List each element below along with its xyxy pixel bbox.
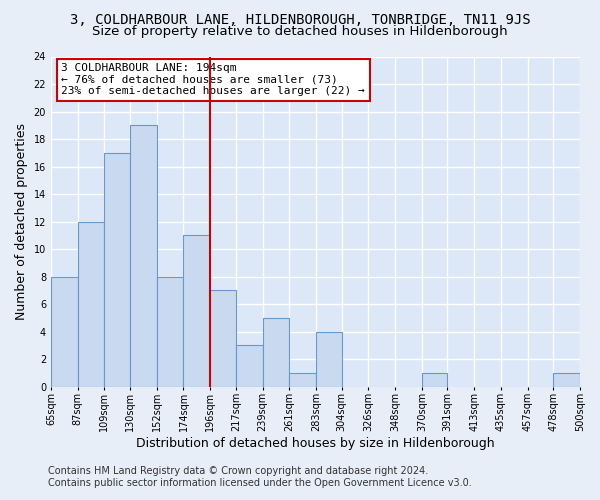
Text: 3 COLDHARBOUR LANE: 194sqm
← 76% of detached houses are smaller (73)
23% of semi: 3 COLDHARBOUR LANE: 194sqm ← 76% of deta… (61, 63, 365, 96)
Bar (263, 318, 289, 386)
Bar (51, 276, 77, 386)
Bar (236, 346, 263, 387)
Text: Contains HM Land Registry data © Crown copyright and database right 2024.
Contai: Contains HM Land Registry data © Crown c… (48, 466, 472, 487)
Bar (422, 373, 448, 386)
Bar (157, 276, 184, 386)
Bar (210, 290, 236, 386)
Bar (289, 373, 316, 386)
Bar (316, 332, 341, 386)
Text: Size of property relative to detached houses in Hildenborough: Size of property relative to detached ho… (92, 25, 508, 38)
Bar (130, 126, 157, 386)
Bar (184, 236, 210, 386)
Bar (553, 373, 580, 386)
Bar (104, 153, 130, 386)
Y-axis label: Number of detached properties: Number of detached properties (15, 123, 28, 320)
Bar (77, 222, 104, 386)
X-axis label: Distribution of detached houses by size in Hildenborough: Distribution of detached houses by size … (136, 437, 495, 450)
Text: 3, COLDHARBOUR LANE, HILDENBOROUGH, TONBRIDGE, TN11 9JS: 3, COLDHARBOUR LANE, HILDENBOROUGH, TONB… (70, 12, 530, 26)
